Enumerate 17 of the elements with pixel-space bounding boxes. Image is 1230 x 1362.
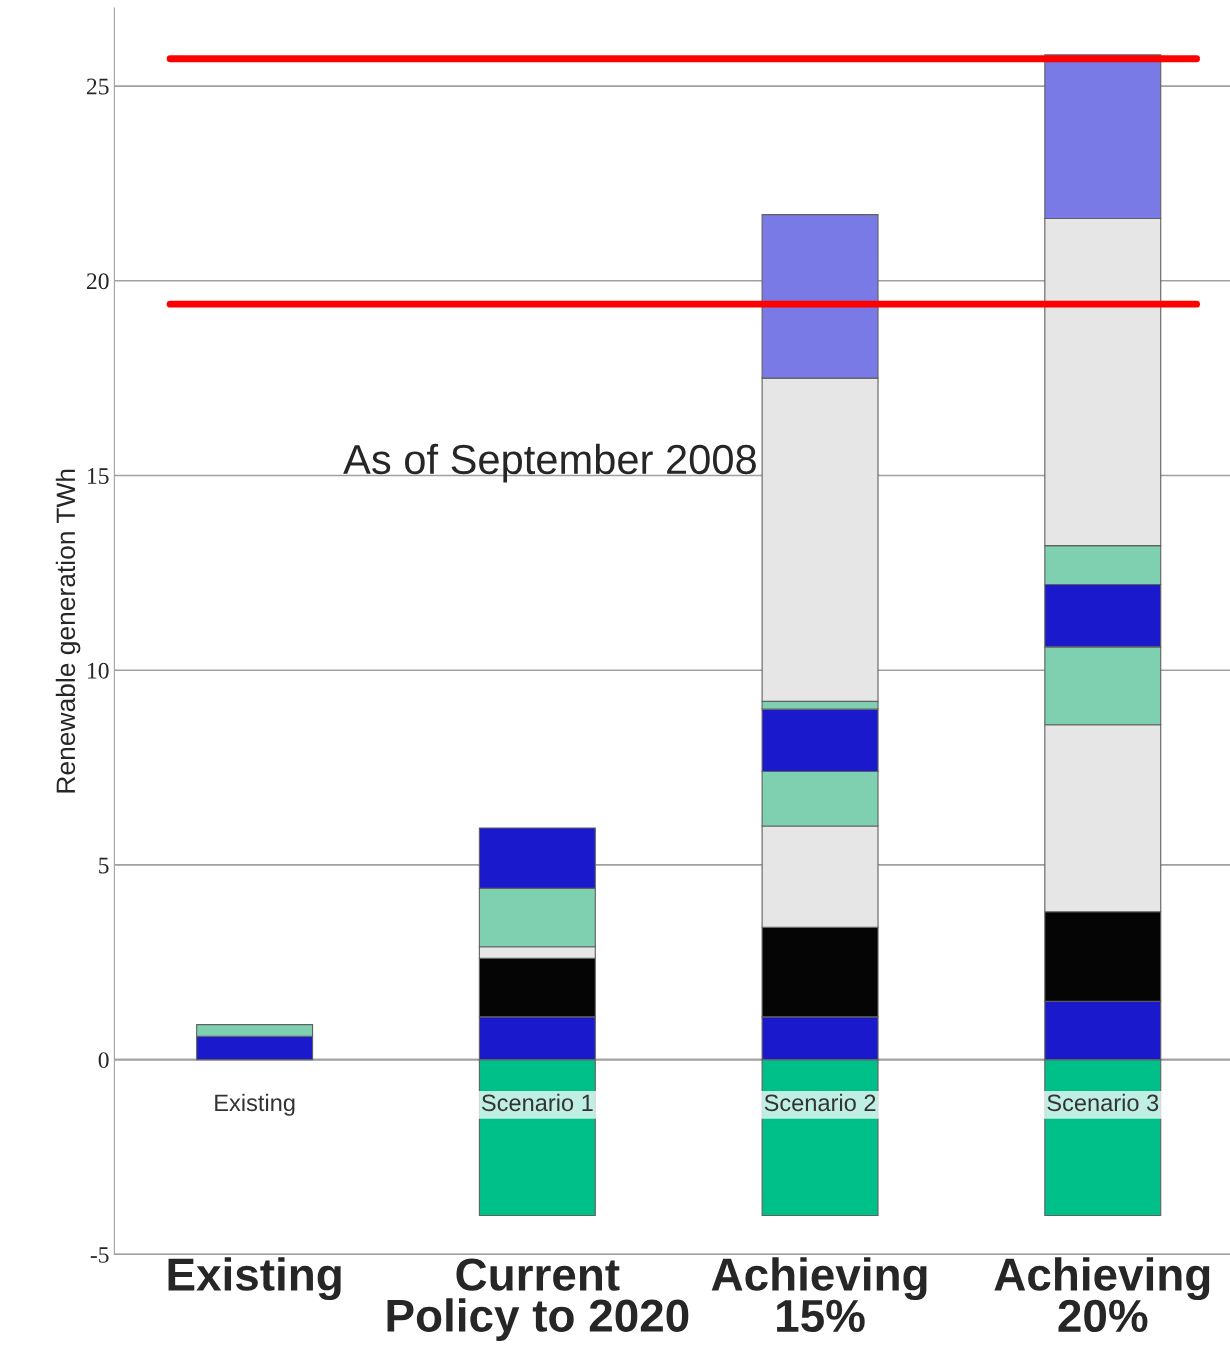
y-tick-label: 0 bbox=[98, 1052, 109, 1069]
x-tick-label: Current Policy to 2020 bbox=[387, 1258, 689, 1341]
x-tick-label: Achieving 15% bbox=[711, 1257, 927, 1333]
y-tick-label: 15 bbox=[87, 468, 109, 484]
annotation: Scenario 2 bbox=[764, 1093, 876, 1112]
y-tick-label: -5 bbox=[90, 1247, 109, 1263]
y-tick-label: 10 bbox=[87, 662, 109, 679]
x-tick-label: Existing bbox=[168, 1257, 341, 1301]
y-tick-label: 25 bbox=[86, 78, 109, 95]
y-tick-label: 5 bbox=[99, 857, 109, 874]
annotation: Existing bbox=[215, 1093, 295, 1116]
annotation: Scenario 3 bbox=[1047, 1093, 1159, 1112]
y-axis-title: Renewable generation TWh bbox=[55, 469, 81, 793]
y-tick-label: 20 bbox=[86, 273, 109, 290]
x-tick-label: Achieving 20% bbox=[994, 1257, 1210, 1333]
annotation: As of September 2008 bbox=[343, 443, 756, 483]
annotation: Scenario 1 bbox=[481, 1093, 593, 1112]
